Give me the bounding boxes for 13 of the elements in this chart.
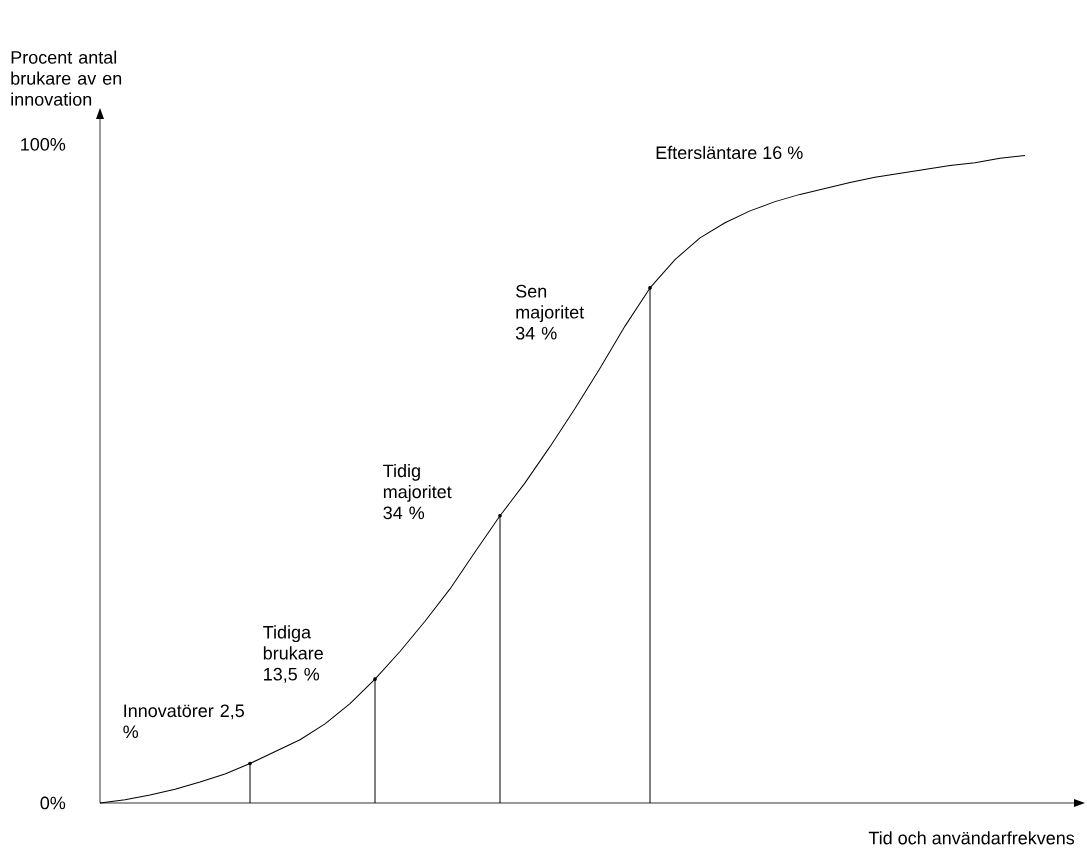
annotation: Innovatörer 2,5 %	[123, 704, 245, 739]
annotation: Tidiga brukare 13,5 %	[263, 625, 323, 683]
y-tick-label: 0%	[40, 796, 66, 810]
annotation: Tidig majoritet 34 %	[383, 463, 452, 520]
point	[498, 514, 502, 518]
annotation: Sen majoritet 34 %	[515, 284, 585, 340]
y-tick-label: 100%	[21, 137, 66, 151]
point	[373, 677, 377, 681]
y-axis-title: Procent antal brukare av en innovation	[11, 50, 122, 106]
point	[648, 286, 652, 290]
annotation: Eftersläntare 16 %	[656, 145, 803, 160]
x-axis-title: Tid och användarfrekvens	[868, 831, 1075, 845]
point	[248, 761, 252, 766]
